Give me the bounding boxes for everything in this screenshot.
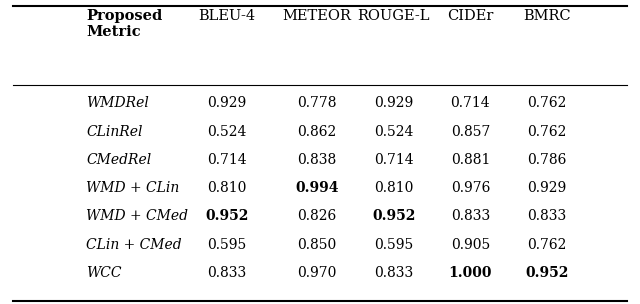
Text: 0.929: 0.929 <box>374 96 413 110</box>
Text: 0.810: 0.810 <box>374 181 413 195</box>
Text: 0.833: 0.833 <box>527 209 567 223</box>
Text: CIDEr: CIDEr <box>447 9 493 23</box>
Text: 0.929: 0.929 <box>207 96 247 110</box>
Text: 0.952: 0.952 <box>525 266 569 280</box>
Text: 0.857: 0.857 <box>451 125 490 139</box>
Text: 0.595: 0.595 <box>374 238 413 252</box>
Text: CLinRel: CLinRel <box>86 125 143 139</box>
Text: 0.905: 0.905 <box>451 238 490 252</box>
Text: CMedRel: CMedRel <box>86 153 152 167</box>
Text: 0.524: 0.524 <box>207 125 247 139</box>
Text: 0.929: 0.929 <box>527 181 567 195</box>
Text: WMD + CMed: WMD + CMed <box>86 209 188 223</box>
Text: 0.994: 0.994 <box>295 181 339 195</box>
Text: 0.862: 0.862 <box>297 125 337 139</box>
Text: 0.762: 0.762 <box>527 238 567 252</box>
Text: 0.778: 0.778 <box>297 96 337 110</box>
Text: WCC: WCC <box>86 266 122 280</box>
Text: 0.952: 0.952 <box>205 209 249 223</box>
Text: 0.810: 0.810 <box>207 181 247 195</box>
Text: 0.833: 0.833 <box>451 209 490 223</box>
Text: 0.826: 0.826 <box>297 209 337 223</box>
Text: 0.762: 0.762 <box>527 96 567 110</box>
Text: METEOR: METEOR <box>282 9 351 23</box>
Text: 0.881: 0.881 <box>451 153 490 167</box>
Text: 0.850: 0.850 <box>297 238 337 252</box>
Text: BLEU-4: BLEU-4 <box>198 9 256 23</box>
Text: 0.976: 0.976 <box>451 181 490 195</box>
Text: ROUGE-L: ROUGE-L <box>357 9 430 23</box>
Text: 0.833: 0.833 <box>207 266 247 280</box>
Text: 0.714: 0.714 <box>207 153 247 167</box>
Text: 0.595: 0.595 <box>207 238 247 252</box>
Text: BMRC: BMRC <box>524 9 571 23</box>
Text: 1.000: 1.000 <box>449 266 492 280</box>
Text: 0.524: 0.524 <box>374 125 413 139</box>
Text: 0.952: 0.952 <box>372 209 415 223</box>
Text: 0.714: 0.714 <box>374 153 413 167</box>
Text: 0.762: 0.762 <box>527 125 567 139</box>
Text: WMDRel: WMDRel <box>86 96 149 110</box>
Text: 0.833: 0.833 <box>374 266 413 280</box>
Text: 0.714: 0.714 <box>451 96 490 110</box>
Text: 0.970: 0.970 <box>297 266 337 280</box>
Text: CLin + CMed: CLin + CMed <box>86 238 182 252</box>
Text: WMD + CLin: WMD + CLin <box>86 181 180 195</box>
Text: Proposed
Metric: Proposed Metric <box>86 9 163 39</box>
Text: 0.786: 0.786 <box>527 153 567 167</box>
Text: 0.838: 0.838 <box>297 153 337 167</box>
